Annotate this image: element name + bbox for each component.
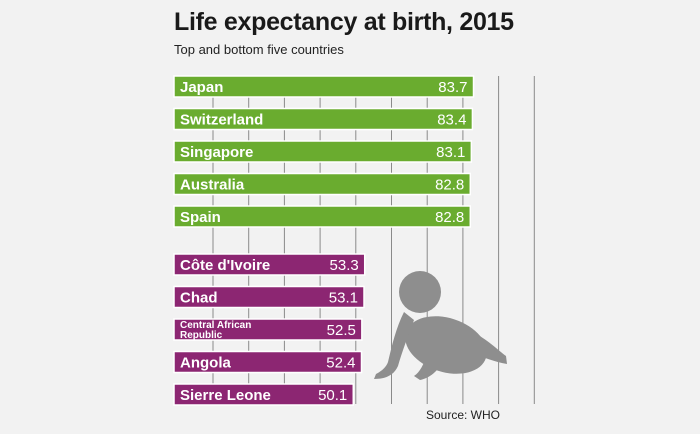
bar-category-label: Angola [180,355,231,372]
bar-category-label: Japan [180,79,223,96]
bar [173,75,475,98]
bar-value-label: 83.1 [436,144,465,161]
bar-category-label: Sierre Leone [180,387,271,404]
bar-value-label: 53.3 [330,257,359,274]
bar [173,140,473,163]
bar-value-label: 83.4 [437,112,466,129]
bar [173,318,363,341]
bar-value-label: 53.1 [329,290,358,307]
bar-value-label: 52.4 [326,355,355,372]
bar [173,253,366,276]
bar-value-label: 52.5 [327,322,356,339]
bar [173,205,472,228]
bar [173,172,472,196]
bar [173,350,363,374]
bar [173,383,355,406]
bar-category-label: Spain [180,209,221,226]
chart-subtitle: Top and bottom five countries [174,42,344,57]
bar [173,285,365,309]
chart-title: Life expectancy at birth, 2015 [174,8,514,36]
bar [173,107,474,131]
bar-category-label: Central African Republic [180,320,251,341]
bar-value-label: 83.7 [438,79,467,96]
bar-category-label: Singapore [180,144,253,161]
bar-value-label: 82.8 [435,209,464,226]
bar-category-label: Chad [180,290,218,307]
bar-value-label: 82.8 [435,177,464,194]
bar-value-label: 50.1 [318,387,347,404]
bar-series: Japan 83.7 Switzerland 83.4 Singapore 83.1 Aus… [173,75,475,406]
source-note: Source: WHO [425,408,500,422]
bar-category-label: Australia [180,177,245,194]
bar-category-label: Switzerland [180,112,263,129]
bar-category-label: Côte d'Ivoire [180,257,270,274]
baby-silhouette-icon [374,271,507,380]
